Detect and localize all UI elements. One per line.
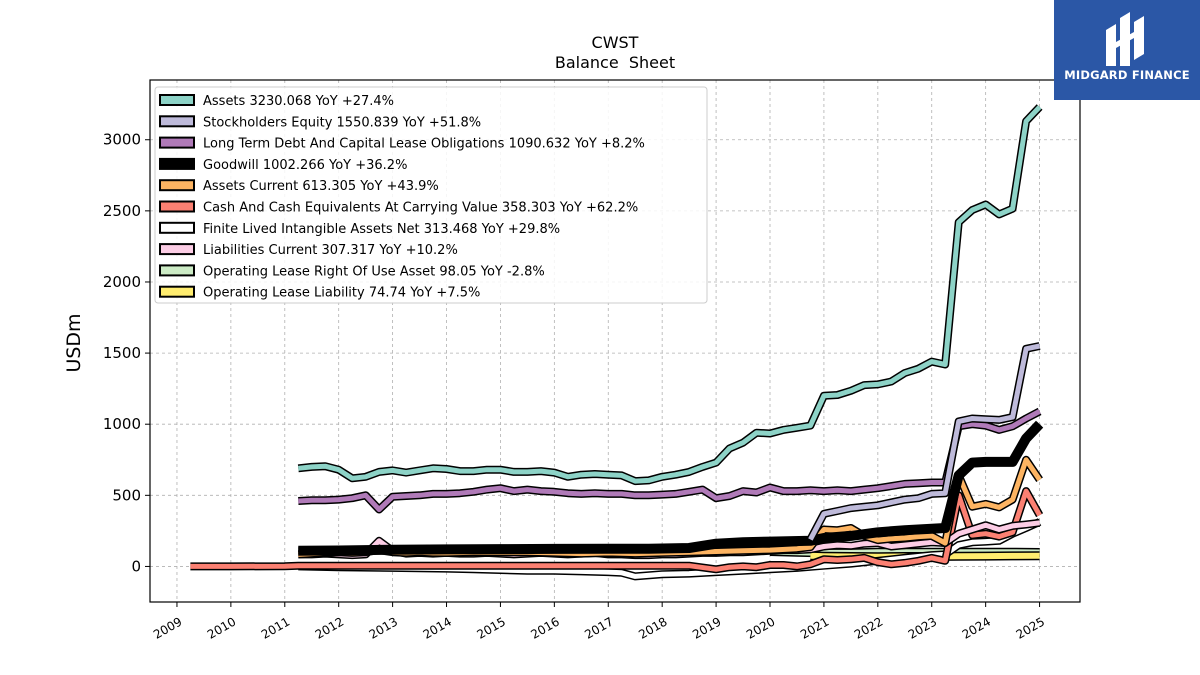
y-tick-label: 1000: [103, 415, 141, 433]
x-tick-label: 2016: [528, 614, 561, 641]
x-tick-label: 2023: [906, 614, 939, 641]
legend-box: [154, 86, 708, 304]
legend-swatch: [159, 94, 195, 106]
legend-label: Cash And Cash Equivalents At Carrying Va…: [203, 201, 638, 216]
x-tick-label: 2012: [313, 614, 346, 641]
legend-label: Operating Lease Right Of Use Asset 98.05…: [203, 264, 545, 279]
legend-swatch: [159, 179, 195, 192]
legend-item: Stockholders Equity 1550.839 YoY +51.8%: [159, 115, 481, 130]
legend-swatch: [159, 264, 195, 277]
legend-item: Operating Lease Right Of Use Asset 98.05…: [159, 264, 545, 279]
x-tick-label: 2011: [259, 614, 292, 641]
x-tick-label: 2024: [960, 614, 993, 641]
x-axis: 2009 2010 2011 2012 2013 2014 2015 2016 2017 2018…: [151, 602, 1047, 642]
legend-label: Operating Lease Liability 74.74 YoY +7.5…: [203, 286, 480, 301]
x-tick-label: 2020: [744, 614, 777, 641]
legend: Assets 3230.068 YoY +27.4% Stockholders E…: [154, 86, 708, 304]
legend-label: Long Term Debt And Capital Lease Obligat…: [203, 137, 645, 152]
legend-item: Assets 3230.068 YoY +27.4%: [159, 94, 394, 109]
legend-swatch: [159, 136, 195, 149]
series-line: [298, 105, 1042, 484]
legend-label: Finite Lived Intangible Assets Net 313.4…: [203, 222, 560, 237]
y-tick-label: 2000: [103, 273, 141, 291]
series-long-term-debt-and-capital-lease-obligations: [298, 407, 1042, 514]
legend-swatch: [159, 221, 195, 234]
midgard-logo-icon: [1106, 12, 1144, 66]
legend-item: Long Term Debt And Capital Lease Obligat…: [159, 136, 645, 152]
series-line: [298, 519, 1041, 579]
midgard-finance-logo: MIDGARD FINANCE: [1054, 0, 1200, 100]
logo-text: MIDGARD FINANCE: [1064, 68, 1190, 82]
legend-item: Assets Current 613.305 YoY +43.9%: [159, 179, 439, 194]
x-tick-label: 2019: [690, 614, 723, 641]
series-assets: [297, 104, 1043, 486]
x-tick-label: 2021: [798, 614, 831, 641]
y-axis-label: USDm: [63, 313, 85, 372]
x-tick-label: 2018: [636, 614, 669, 641]
y-tick-label: 1500: [103, 344, 141, 362]
legend-swatch: [159, 115, 195, 128]
legend-swatch: [159, 243, 195, 256]
y-tick-label: 2500: [103, 202, 141, 220]
chart-title: CWST: [592, 33, 639, 52]
legend-swatch: [159, 285, 195, 298]
y-tick-label: 3000: [103, 131, 141, 149]
x-tick-label: 2014: [421, 614, 454, 641]
x-tick-label: 2015: [474, 614, 507, 641]
legend-item: Liabilities Current 307.317 YoY +10.2%: [159, 243, 458, 258]
plot-frame: [149, 79, 1081, 603]
legend-item: Finite Lived Intangible Assets Net 313.4…: [159, 221, 560, 237]
legend-swatch: [159, 200, 195, 213]
series-goodwill: [298, 420, 1044, 556]
series-line: [298, 421, 1043, 555]
series-finite-lived-intangible-assets-net: [298, 518, 1042, 581]
x-tick-label: 2022: [852, 614, 885, 641]
legend-swatch: [159, 157, 195, 170]
series-lines: [190, 104, 1044, 581]
series-line: [298, 409, 1041, 512]
x-tick-label: 2010: [205, 614, 238, 641]
series-stockholders-equity: [806, 342, 1041, 542]
legend-label: Assets 3230.068 YoY +27.4%: [203, 94, 394, 109]
series-line: [808, 343, 1041, 541]
legend-label: Stockholders Equity 1550.839 YoY +51.8%: [203, 115, 481, 130]
y-axis: 0 500 1000 1500 2000 2500 3000: [103, 131, 150, 575]
legend-item: Goodwill 1002.266 YoY +36.2%: [159, 157, 407, 173]
x-tick-label: 2025: [1014, 614, 1047, 641]
x-tick-label: 2009: [151, 614, 184, 641]
x-tick-label: 2013: [367, 614, 400, 641]
legend-label: Goodwill 1002.266 YoY +36.2%: [203, 158, 407, 173]
y-tick-label: 500: [112, 486, 141, 504]
legend-item: Cash And Cash Equivalents At Carrying Va…: [159, 200, 638, 216]
legend-label: Liabilities Current 307.317 YoY +10.2%: [203, 243, 458, 258]
y-tick-label: 0: [131, 557, 141, 575]
chart-subtitle: Balance Sheet: [555, 53, 675, 72]
legend-item: Operating Lease Liability 74.74 YoY +7.5…: [159, 285, 480, 301]
x-tick-label: 2017: [582, 614, 615, 641]
legend-label: Assets Current 613.305 YoY +43.9%: [203, 179, 439, 194]
